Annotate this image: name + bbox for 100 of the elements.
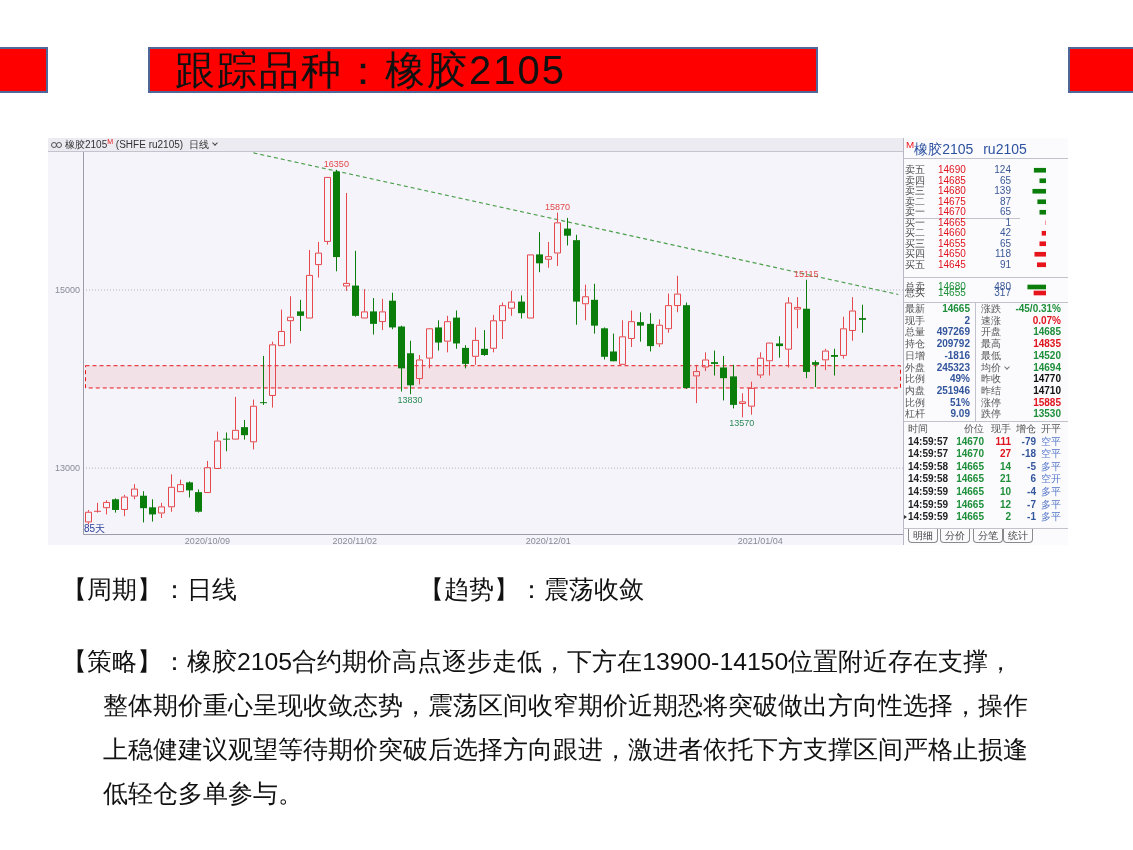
text: 统计: [1008, 530, 1028, 542]
y2-tick-label: 14690: [938, 164, 967, 175]
bar: [1039, 178, 1046, 184]
text: 14665: [956, 473, 984, 486]
text: 跌停: [981, 408, 1001, 420]
text: 14685: [1033, 326, 1061, 339]
candlestick: [831, 348, 838, 376]
text: 分价: [945, 530, 965, 542]
candlestick: [739, 392, 746, 418]
data-label: 42: [999, 227, 1012, 238]
text: -18: [1021, 448, 1036, 461]
text: -4: [1027, 486, 1036, 499]
bar: [1041, 230, 1046, 236]
category-label: 增仓: [1016, 423, 1036, 436]
candlestick: [462, 344, 469, 369]
candlestick: [269, 341, 276, 409]
candlestick: [379, 298, 386, 331]
bar: [1034, 251, 1046, 257]
candlestick: [177, 479, 184, 493]
y2-tick-label: 14665: [938, 216, 967, 228]
candlestick: [149, 498, 156, 523]
candlestick: [637, 311, 644, 343]
candlestick: [702, 351, 709, 372]
candlestick: [610, 333, 617, 362]
text: -5: [1027, 460, 1036, 474]
bar: [1039, 209, 1046, 215]
y2-tick-label: 14650: [938, 248, 967, 259]
text: 10: [999, 486, 1011, 499]
y2-tick-label: 14685: [938, 174, 967, 186]
bar: [1037, 262, 1046, 268]
candlestick: [628, 310, 635, 348]
candlestick: [766, 342, 773, 376]
text: 分笔: [978, 530, 998, 542]
text: -1816: [944, 349, 970, 362]
candlestick: [241, 419, 248, 441]
y-tick-label: 买四: [905, 248, 925, 259]
data-label: 124: [994, 164, 1012, 175]
text: 【趋势】：震荡收敛: [419, 575, 644, 605]
text: 14665: [956, 498, 984, 512]
text: 13530: [1033, 408, 1061, 420]
data-label: 65: [999, 174, 1012, 186]
chart-title: 跟踪品种：橡胶2105: [175, 47, 566, 93]
text: 2: [964, 314, 970, 327]
candlestick: [370, 297, 377, 336]
text: 14770: [1033, 373, 1061, 385]
candlestick: [426, 328, 433, 369]
y-tick-label: 买三: [905, 237, 925, 249]
candlestick: [435, 319, 442, 352]
text: 多平: [1041, 486, 1061, 499]
candlestick: [674, 275, 681, 313]
candlestick: [287, 295, 294, 344]
candlestick: [168, 473, 175, 513]
data-label: 65: [999, 237, 1012, 249]
text: -45/0.31%: [1015, 303, 1061, 315]
candlestick: [361, 288, 368, 319]
category-label: 开平: [1041, 423, 1061, 436]
text: 空平: [1041, 435, 1061, 448]
text: -1: [1027, 511, 1036, 524]
text: 14:59:59: [908, 486, 949, 499]
candlestick: [794, 296, 801, 329]
text: 【策略】：橡胶2105合约期价高点逐步走低，下方在13900-14150位置附近存在支撑，整体期价重心呈现收敛态势，震荡区间收窄期价近期恐将突破做出方向性选择，操作上稳健建议观望等待期价突破后选择方向跟进，激进者依托下方支撑区间严格止损逢低轻仓多单参与。: [62, 647, 1028, 809]
text: 比例: [905, 396, 925, 409]
text: 多平: [1041, 511, 1061, 524]
text: 内盘: [905, 384, 925, 397]
text: 14665: [942, 303, 970, 315]
text: 251946: [936, 384, 970, 397]
text: 245323: [936, 361, 970, 374]
x-tick-label: 2020/11/02: [332, 535, 377, 546]
chart-title: $^{M}$橡胶2105 ru2105: [906, 139, 1027, 157]
text: 外盘: [905, 361, 925, 373]
candlestick: [508, 290, 515, 317]
category-label: 时间: [908, 423, 928, 436]
text: 14665: [956, 486, 984, 499]
y-tick-label: 卖五: [905, 164, 925, 175]
text: 总量: [905, 326, 925, 338]
x-tick-label: 2020/12/01: [525, 535, 571, 546]
candlestick: [94, 502, 101, 514]
candlestick: [278, 309, 285, 347]
y-tick-label: 15000: [54, 284, 80, 295]
y2-tick-label: 14660: [938, 227, 967, 238]
text: 14835: [1033, 338, 1061, 350]
text: 空开: [1041, 473, 1061, 486]
candlestick: [444, 315, 451, 353]
text: 2: [1005, 511, 1011, 524]
annotation: 85天: [84, 523, 106, 534]
data-label: 65: [999, 206, 1012, 217]
text: 9.09: [950, 408, 970, 420]
y-tick-label: 买一: [905, 216, 925, 228]
candlestick: [693, 364, 700, 404]
text: 比例: [905, 373, 925, 385]
text: 多平: [1041, 498, 1061, 512]
candlestick: [757, 351, 764, 379]
candlestick: [582, 284, 589, 321]
text: 111: [995, 435, 1011, 449]
text: 6: [1030, 473, 1036, 486]
text: -7: [1027, 498, 1036, 512]
text: 15885: [1033, 396, 1061, 409]
text: 最高: [981, 338, 1001, 350]
candlestick: [849, 296, 856, 342]
text: 多平: [1041, 460, 1061, 473]
